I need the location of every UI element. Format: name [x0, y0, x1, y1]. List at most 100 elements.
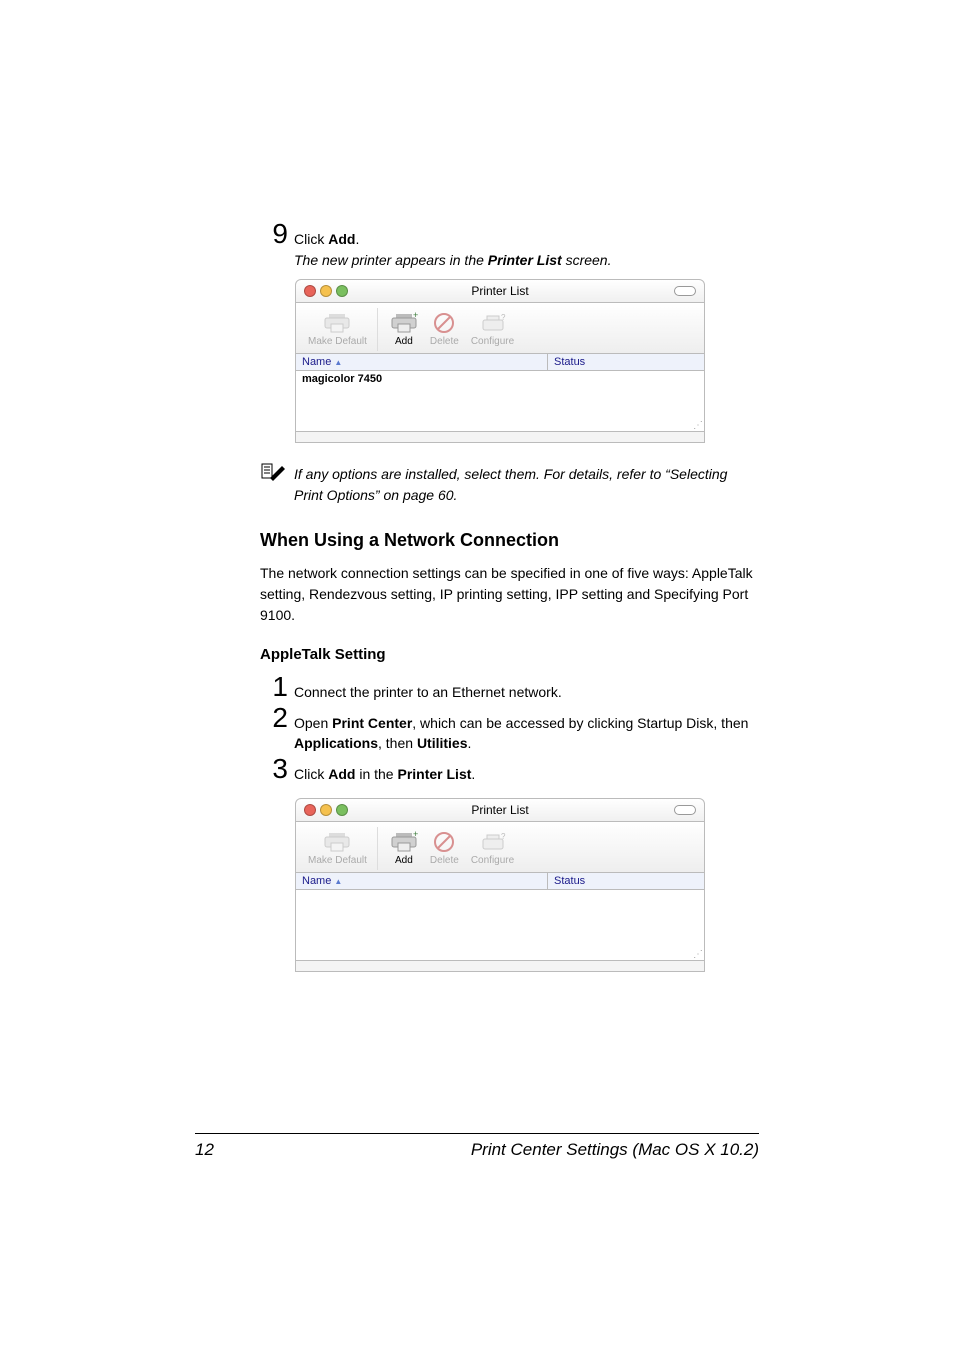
line: Print Options” on page 60. — [294, 487, 457, 503]
line: If any options are installed, select the… — [294, 466, 727, 482]
configure-button: ? Configure — [465, 308, 520, 351]
step-3: 3 Click Add in the Printer List. — [260, 755, 754, 785]
titlebar: Printer List — [295, 798, 705, 822]
add-button[interactable]: + Add — [384, 308, 424, 351]
section-heading: When Using a Network Connection — [260, 530, 754, 551]
b: Print Center — [332, 715, 412, 731]
text: Click — [294, 231, 328, 247]
toolbar-toggle-icon[interactable] — [674, 805, 696, 815]
column-name[interactable]: Name ▲ — [296, 875, 547, 887]
step-text: Click Add in the Printer List. — [294, 755, 475, 785]
column-status[interactable]: Status — [547, 873, 704, 889]
delete-button: Delete — [424, 827, 465, 870]
page-footer: 12 Print Center Settings (Mac OS X 10.2) — [195, 1133, 759, 1160]
window-title: Printer List — [296, 803, 704, 817]
b: Applications — [294, 735, 378, 751]
text: . — [355, 231, 359, 247]
step-9: 9 Click Add. — [260, 220, 754, 250]
table-header: Name ▲ Status — [295, 873, 705, 890]
table-body: ⋰ — [295, 890, 705, 961]
b: Add — [328, 766, 355, 782]
table-body: magicolor 7450 ⋰ — [295, 371, 705, 432]
minimize-icon[interactable] — [320, 804, 332, 816]
label: Configure — [471, 336, 514, 347]
label: Make Default — [308, 855, 367, 866]
printer-list-window: Printer List Make Default + Add Delete ? — [294, 278, 706, 444]
step-number: 9 — [260, 220, 288, 248]
t: Click — [294, 766, 328, 782]
printer-add-icon: + — [390, 831, 418, 853]
label: Name — [302, 356, 331, 368]
zoom-icon[interactable] — [336, 804, 348, 816]
titlebar: Printer List — [295, 279, 705, 303]
step-text: Connect the printer to an Ethernet netwo… — [294, 673, 562, 703]
page-number: 12 — [195, 1140, 214, 1160]
column-name[interactable]: Name ▲ — [296, 356, 547, 368]
step-number: 2 — [260, 704, 288, 732]
toolbar-toggle-icon[interactable] — [674, 286, 696, 296]
configure-icon: ? — [479, 312, 507, 334]
printer-icon — [323, 312, 351, 334]
add-button[interactable]: + Add — [384, 827, 424, 870]
sort-indicator-icon: ▲ — [334, 358, 342, 367]
svg-text:+: + — [413, 312, 418, 320]
sort-indicator-icon: ▲ — [334, 877, 342, 886]
window-title: Printer List — [296, 284, 704, 298]
configure-button: ? Configure — [465, 827, 520, 870]
printer-list-word: Printer List — [488, 252, 562, 268]
minimize-icon[interactable] — [320, 285, 332, 297]
t: Open — [294, 715, 332, 731]
label: Delete — [430, 855, 459, 866]
zoom-icon[interactable] — [336, 285, 348, 297]
close-icon[interactable] — [304, 285, 316, 297]
t: . — [468, 735, 472, 751]
svg-text:?: ? — [501, 832, 506, 841]
delete-button: Delete — [424, 308, 465, 351]
text: The new printer appears in the — [294, 252, 488, 268]
note-icon — [260, 462, 286, 482]
resize-grip-icon[interactable]: ⋰ — [693, 422, 703, 430]
result-line: The new printer appears in the Printer L… — [294, 252, 754, 268]
t: . — [471, 766, 475, 782]
section-para: The network connection settings can be s… — [260, 563, 754, 626]
subsection-heading: AppleTalk Setting — [260, 646, 754, 663]
label: Add — [395, 336, 413, 347]
make-default-button: Make Default — [302, 827, 378, 870]
t: , which can be accessed by clicking Star… — [412, 715, 748, 731]
resize-grip-icon[interactable]: ⋰ — [693, 951, 703, 959]
footer-title: Print Center Settings (Mac OS X 10.2) — [471, 1140, 759, 1160]
configure-icon: ? — [479, 831, 507, 853]
svg-text:?: ? — [501, 313, 506, 322]
label: Delete — [430, 336, 459, 347]
statusbar — [295, 432, 705, 443]
b: Printer List — [397, 766, 471, 782]
toolbar: Make Default + Add Delete ? Configure — [295, 822, 705, 873]
text: screen. — [562, 252, 612, 268]
step-number: 1 — [260, 673, 288, 701]
delete-icon — [433, 312, 455, 334]
traffic-lights — [304, 804, 348, 816]
label: Configure — [471, 855, 514, 866]
traffic-lights — [304, 285, 348, 297]
printer-icon — [323, 831, 351, 853]
label: Name — [302, 875, 331, 887]
b: Utilities — [417, 735, 468, 751]
step-2: 2 Open Print Center, which can be access… — [260, 704, 754, 753]
delete-icon — [433, 831, 455, 853]
table-header: Name ▲ Status — [295, 354, 705, 371]
statusbar — [295, 961, 705, 972]
step-text: Open Print Center, which can be accessed… — [294, 704, 748, 753]
make-default-button: Make Default — [302, 308, 378, 351]
toolbar: Make Default + Add Delete ? Configure — [295, 303, 705, 354]
note: If any options are installed, select the… — [260, 462, 754, 506]
printer-list-window-empty: Printer List Make Default + Add Delete ? — [294, 797, 706, 973]
note-text: If any options are installed, select the… — [294, 462, 727, 506]
add-word: Add — [328, 231, 355, 247]
t: , then — [378, 735, 417, 751]
close-icon[interactable] — [304, 804, 316, 816]
t: in the — [355, 766, 397, 782]
table-row[interactable]: magicolor 7450 — [296, 371, 704, 387]
printer-add-icon: + — [390, 312, 418, 334]
svg-text:+: + — [413, 831, 418, 839]
column-status[interactable]: Status — [547, 354, 704, 370]
